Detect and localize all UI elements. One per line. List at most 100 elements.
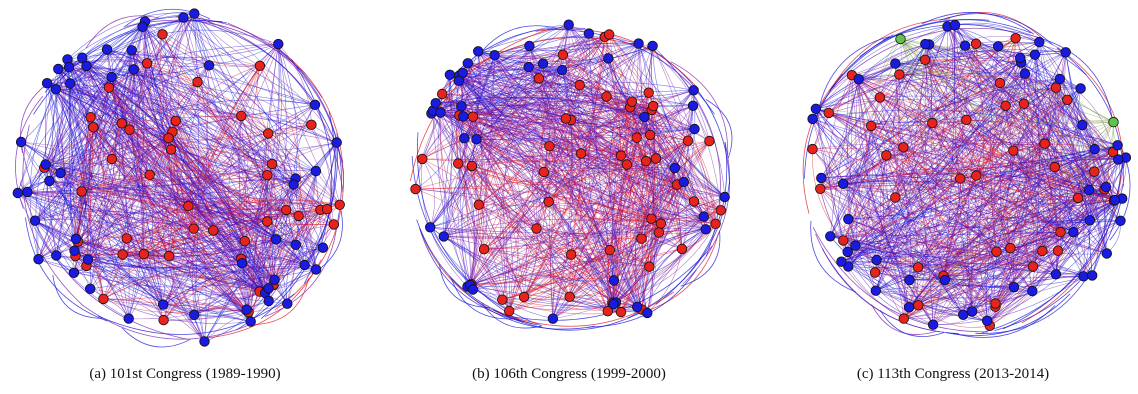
blue-node: [992, 41, 1004, 52]
red-node: [865, 120, 877, 132]
edge: [631, 101, 689, 141]
edge: [492, 309, 643, 331]
edge: [944, 279, 1033, 292]
edge: [879, 38, 901, 98]
edge: [471, 196, 725, 285]
edge: [467, 63, 649, 93]
blue-node: [1077, 119, 1088, 131]
edge: [142, 26, 328, 210]
edge: [73, 237, 245, 274]
edge: [208, 65, 317, 172]
edge: [142, 26, 249, 313]
red-node: [560, 113, 572, 124]
edge: [458, 75, 710, 142]
edge: [27, 117, 91, 193]
edge: [565, 118, 611, 251]
red-node: [417, 153, 428, 165]
edge: [879, 97, 977, 176]
red-node: [990, 298, 1001, 309]
edge: [812, 148, 946, 281]
edge: [194, 171, 317, 316]
edge: [932, 103, 1025, 325]
red-node: [158, 314, 169, 326]
edge: [815, 108, 910, 308]
blue-node: [678, 176, 690, 188]
blue-node: [583, 28, 595, 39]
edge: [975, 43, 1035, 57]
edge: [636, 116, 662, 308]
edge: [900, 38, 1040, 49]
edge: [895, 197, 1033, 292]
edge: [924, 41, 1066, 61]
edge: [895, 41, 1040, 198]
edge: [925, 43, 1090, 191]
edge: [459, 114, 695, 202]
edge: [103, 256, 305, 300]
blue-node: [1078, 271, 1089, 282]
edge: [267, 204, 340, 222]
edge: [843, 180, 1074, 233]
edge: [106, 49, 317, 270]
edge: [111, 158, 195, 316]
edge: [68, 66, 242, 117]
edge: [448, 74, 465, 139]
edge: [111, 158, 275, 281]
blue-node: [688, 85, 699, 96]
edge: [843, 105, 1006, 241]
edge: [484, 128, 695, 250]
edge: [899, 74, 973, 312]
red-node: [815, 183, 826, 195]
edge: [975, 43, 1090, 191]
red-node: [557, 49, 569, 61]
edge: [565, 118, 721, 211]
edge: [443, 223, 661, 238]
edge: [463, 24, 569, 117]
edge: [162, 120, 193, 305]
edge: [442, 93, 657, 159]
edge: [106, 49, 260, 67]
nodes-group: [12, 8, 345, 347]
red-node: [121, 233, 132, 244]
edge: [995, 73, 1034, 304]
edge: [509, 249, 611, 312]
edge: [46, 83, 86, 273]
edge: [67, 59, 277, 240]
edge: [529, 45, 611, 251]
edge: [932, 197, 1079, 325]
red-node: [192, 76, 203, 88]
blue-node: [15, 136, 27, 148]
edge: [108, 87, 214, 231]
edge: [986, 198, 1123, 322]
edge: [476, 43, 639, 140]
edge: [126, 178, 296, 239]
edge: [46, 83, 129, 319]
red-node: [163, 132, 174, 144]
blue-node: [489, 50, 500, 61]
edge: [528, 66, 652, 219]
edge: [1032, 220, 1121, 267]
edge: [627, 107, 650, 267]
red-node: [262, 169, 273, 181]
edge: [1043, 38, 1113, 118]
edge: [976, 103, 1025, 176]
edge: [903, 143, 1045, 319]
edge: [828, 112, 1061, 233]
blue-node: [456, 101, 467, 112]
edge: [812, 118, 844, 241]
edge: [637, 232, 719, 315]
edge: [162, 34, 268, 176]
edge: [464, 138, 472, 285]
edge: [1013, 150, 1107, 254]
red-node: [165, 144, 177, 155]
edge: [25, 217, 108, 322]
edge: [168, 65, 261, 257]
edge: [49, 26, 143, 181]
red-node: [321, 203, 333, 215]
edge: [77, 241, 104, 299]
edge: [838, 183, 848, 253]
edge: [27, 89, 57, 193]
edge: [457, 163, 615, 281]
edge: [830, 18, 951, 90]
edge: [494, 55, 628, 165]
edge: [1010, 220, 1121, 249]
